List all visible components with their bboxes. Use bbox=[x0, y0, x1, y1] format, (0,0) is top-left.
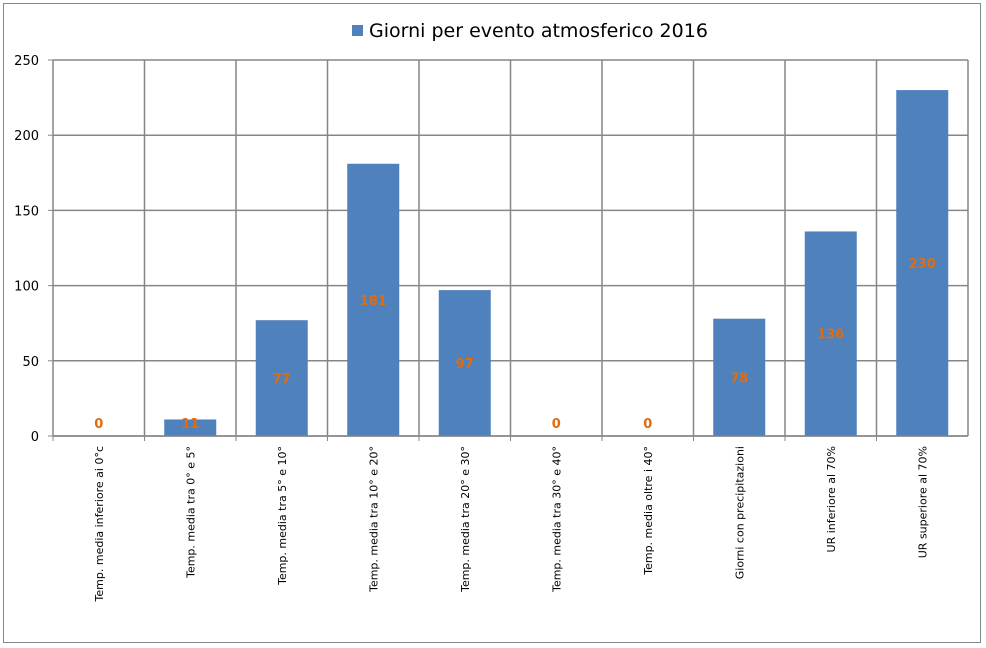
data-label: 136 bbox=[817, 328, 844, 343]
data-label: 97 bbox=[456, 357, 474, 372]
y-axis-ticks: 0 50 100 150 200 250 bbox=[14, 54, 53, 445]
x-tick-label: Giorni con precipitazioni bbox=[733, 446, 746, 579]
x-tick-label: Temp. media tra 0° e 5° bbox=[184, 446, 197, 579]
legend-swatch bbox=[352, 25, 363, 36]
x-tick-label: Temp. media inferiore ai 0°c bbox=[93, 446, 106, 602]
data-label: 0 bbox=[643, 417, 652, 432]
y-tick-label: 50 bbox=[22, 355, 39, 370]
x-tick-label: Temp. media tra 10° e 20° bbox=[367, 446, 380, 593]
data-label: 77 bbox=[273, 372, 291, 387]
y-tick-label: 100 bbox=[14, 280, 39, 295]
legend-label: Giorni per evento atmosferico 2016 bbox=[369, 20, 708, 42]
x-tick-label: UR superiore al 70% bbox=[916, 446, 929, 558]
x-tick-label: Temp. media tra 30° e 40° bbox=[550, 446, 563, 593]
bar bbox=[255, 320, 308, 436]
y-tick-label: 200 bbox=[14, 129, 39, 144]
y-tick-label: 250 bbox=[14, 54, 39, 69]
x-tick-label: Temp. media tra 20° e 30° bbox=[459, 446, 472, 593]
bar bbox=[713, 318, 766, 436]
x-tick-label: UR inferiore al 70% bbox=[825, 446, 838, 552]
x-tick-label: Temp. media oltre i 40° bbox=[642, 446, 655, 576]
bar bbox=[896, 90, 949, 436]
data-label: 78 bbox=[730, 371, 748, 386]
data-label: 181 bbox=[360, 294, 387, 309]
bar bbox=[804, 231, 857, 436]
data-label: 11 bbox=[181, 417, 199, 432]
bar bbox=[347, 163, 400, 436]
data-labels: 0 11 77 181 97 0 0 78 136 230 bbox=[94, 257, 936, 432]
data-label: 0 bbox=[552, 417, 561, 432]
legend: Giorni per evento atmosferico 2016 bbox=[352, 20, 708, 42]
y-tick-label: 0 bbox=[31, 430, 39, 445]
x-tick-label: Temp. media tra 5° e 10° bbox=[276, 446, 289, 586]
bars bbox=[164, 90, 949, 436]
bar bbox=[164, 419, 217, 436]
data-label: 230 bbox=[909, 257, 936, 272]
x-axis-ticks: Temp. media inferiore ai 0°c Temp. media … bbox=[52, 436, 929, 602]
bar bbox=[438, 290, 491, 436]
data-label: 0 bbox=[94, 417, 103, 432]
y-tick-label: 150 bbox=[14, 204, 39, 219]
